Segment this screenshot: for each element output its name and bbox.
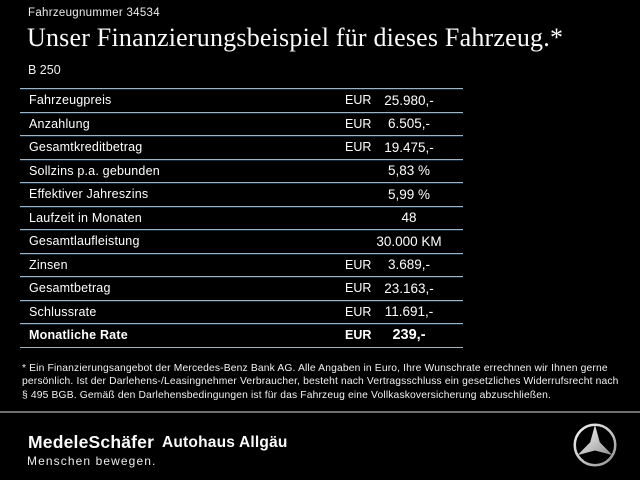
mercedes-star-icon <box>573 423 617 467</box>
row-currency: EUR <box>345 116 372 131</box>
row-value: 23.163,- <box>384 280 434 296</box>
table-row-sollzins: Sollzins p.a. gebunden 5,83 % <box>20 158 463 183</box>
legal-footnote: * Ein Finanzierungsangebot der Mercedes-… <box>22 362 622 402</box>
row-currency: EUR <box>345 328 372 343</box>
table-row-fahrzeugpreis: Fahrzeugpreis EUR 25.980,- <box>20 88 463 112</box>
vehicle-model: B 250 <box>28 63 61 77</box>
table-row-gesamtlaufleistung: Gesamtlaufleistung 30.000 KM <box>20 229 463 253</box>
finance-table: Fahrzeugpreis EUR 25.980,- Anzahlung EUR… <box>20 88 463 348</box>
row-label: Gesamtbetrag <box>29 281 111 296</box>
table-row-effektiver-jahreszins: Effektiver Jahreszins 5,99 % <box>20 182 463 206</box>
dealer-logo-autohaus-allgaeu: Autohaus Allgäu <box>162 434 288 451</box>
footer-divider <box>0 411 640 413</box>
row-value: 3.689,- <box>387 257 431 273</box>
table-row-gesamtkreditbetrag: Gesamtkreditbetrag EUR 19.475,- <box>20 135 463 159</box>
row-currency: EUR <box>345 304 372 319</box>
row-label: Fahrzeugpreis <box>29 93 112 108</box>
row-value: 5,99 % <box>387 186 431 202</box>
table-row-laufzeit: Laufzeit in Monaten 48 <box>20 205 463 230</box>
row-value: 239,- <box>392 327 426 344</box>
dealer-tagline: Menschen bewegen. <box>27 454 157 468</box>
vehicle-number: Fahrzeugnummer 34534 <box>28 7 160 19</box>
row-currency: EUR <box>345 281 372 296</box>
table-row-zinsen: Zinsen EUR 3.689,- <box>20 252 463 277</box>
table-row-gesamtbetrag: Gesamtbetrag EUR 23.163,- <box>20 276 463 300</box>
page-title: Unser Finanzierungsbeispiel für dieses F… <box>27 23 564 52</box>
row-label: Anzahlung <box>29 116 90 131</box>
row-value: 6.505,- <box>387 116 431 132</box>
table-row-schlussrate: Schlussrate EUR 11.691,- <box>20 299 463 324</box>
row-label: Schlussrate <box>29 304 97 319</box>
row-label: Monatliche Rate <box>29 328 128 343</box>
row-value: 19.475,- <box>384 139 434 155</box>
footnote-line: § 495 BGB. Gemäß den Darlehensbedingunge… <box>22 389 552 401</box>
row-currency: EUR <box>345 140 372 155</box>
row-value: 25.980,- <box>384 92 434 108</box>
row-currency: EUR <box>345 93 372 108</box>
row-label: Effektiver Jahreszins <box>29 187 149 202</box>
row-value: 48 <box>401 210 417 226</box>
row-currency: EUR <box>345 257 372 272</box>
row-value: 5,83 % <box>387 163 431 179</box>
table-row-anzahlung: Anzahlung EUR 6.505,- <box>20 111 463 136</box>
row-label: Zinsen <box>29 257 68 272</box>
table-row-monatliche-rate: Monatliche Rate EUR 239,- <box>20 323 463 347</box>
footnote-line: * Ein Finanzierungsangebot der Mercedes-… <box>22 363 608 374</box>
row-value: 30.000 KM <box>376 233 442 249</box>
row-label: Laufzeit in Monaten <box>29 210 142 225</box>
row-value: 11.691,- <box>384 304 434 320</box>
footnote-line: persönlich. Ist der Darlehens-/Leasingne… <box>22 376 619 388</box>
row-label: Gesamtlaufleistung <box>29 234 140 249</box>
dealer-logo-medele-schaefer: MedeleSchäfer <box>28 432 155 452</box>
row-label: Gesamtkreditbetrag <box>29 140 143 155</box>
row-label: Sollzins p.a. gebunden <box>29 163 160 178</box>
